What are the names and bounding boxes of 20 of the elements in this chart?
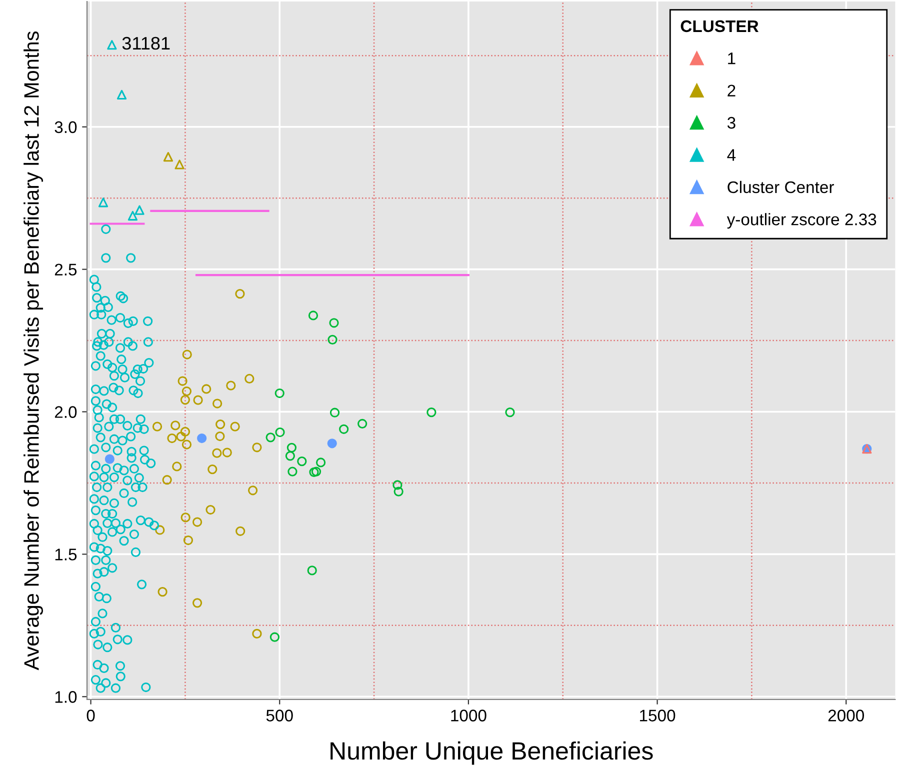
legend-label: Cluster Center bbox=[728, 180, 834, 194]
annotation: 31181 bbox=[122, 36, 170, 50]
x-tick-label: 1000 bbox=[451, 710, 486, 722]
y-tick-label: 2.5 bbox=[54, 264, 77, 276]
y-tick-label: 2.0 bbox=[54, 406, 77, 418]
y-tick-label: 1.0 bbox=[55, 691, 77, 703]
x-tick-label: 1500 bbox=[640, 710, 676, 722]
x-tick-label: 2000 bbox=[828, 710, 864, 722]
legend-label: 1 bbox=[728, 52, 736, 64]
y-tick-label: 1.5 bbox=[55, 548, 77, 560]
legend-label: 3 bbox=[727, 116, 736, 129]
x-axis-title: Number Unique Beneficiaries bbox=[330, 741, 653, 765]
legend-label: y-outlier zscore 2.33 bbox=[726, 213, 876, 229]
y-tick-label: 3.0 bbox=[54, 121, 77, 134]
x-tick-label: 0 bbox=[86, 710, 95, 722]
legend-label: 2 bbox=[728, 84, 736, 96]
x-tick-label: 500 bbox=[266, 710, 293, 722]
y-axis-title: Average Number of Reimbursed Visits per Beneficiary last 12 Months bbox=[24, 31, 44, 670]
legend-title: CLUSTER bbox=[680, 20, 759, 32]
legend-label: 4 bbox=[727, 149, 736, 161]
